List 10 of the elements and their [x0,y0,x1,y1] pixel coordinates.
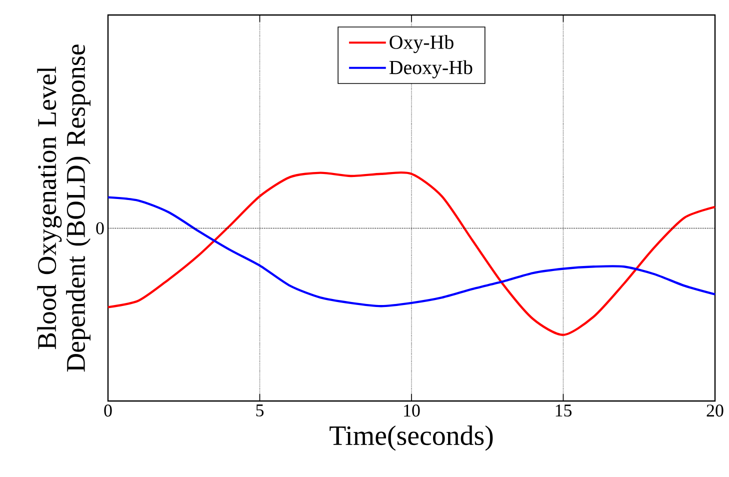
x-tick-label: 10 [404,404,420,417]
x-tick-label: 5 [256,404,264,416]
y-axis-title: Blood Oxygenation Level Dependent (BOLD) Response [37,44,90,372]
x-tick-label: 15 [556,404,572,417]
legend-label: Deoxy-Hb [389,60,472,78]
x-tick-label: 0 [104,404,112,417]
legend-label: Oxy-Hb [390,34,454,54]
x-tick-label: 20 [706,404,724,417]
ref-line-label: 0 [96,222,104,234]
x-axis-title: Time(seconds) [330,425,493,451]
